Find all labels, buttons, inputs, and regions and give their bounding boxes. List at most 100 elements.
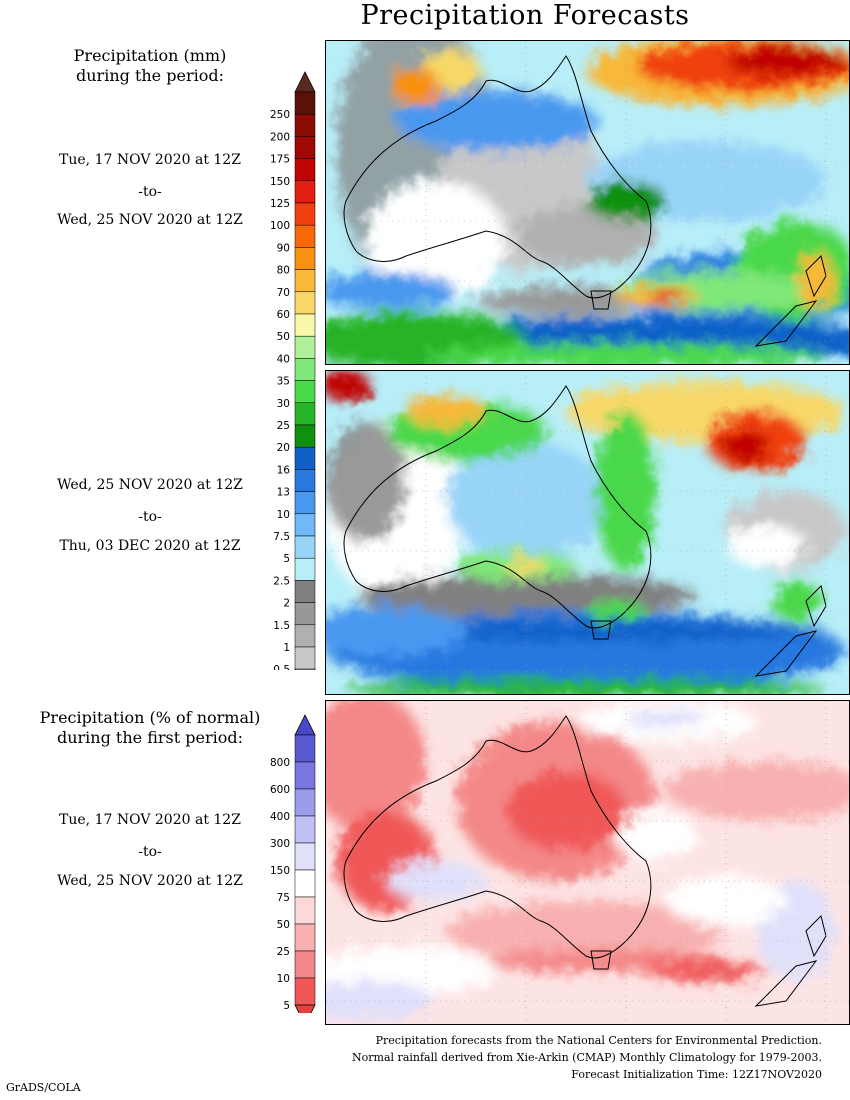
panel2-end-date: Thu, 03 DEC 2020 at 12Z <box>59 538 241 554</box>
legend-color-cell <box>294 91 316 115</box>
panel3-to: -to- <box>138 844 162 860</box>
legend-color-cell <box>294 358 316 381</box>
legend-tick-label: 800 <box>270 757 290 769</box>
legend-tick-label: 400 <box>270 811 290 823</box>
legend-tick-label: 70 <box>277 287 290 299</box>
legend-color-cell <box>294 950 316 979</box>
legend-tick-label: 2.5 <box>273 575 290 587</box>
legend-bottom-arrow <box>294 668 316 670</box>
footer-normal-line: Normal rainfall derived from Xie-Arkin (… <box>352 1051 822 1064</box>
legend-tick-label: 30 <box>277 398 290 410</box>
legend-top-arrow <box>294 71 316 93</box>
legend-tick-label: 40 <box>277 353 290 365</box>
legend-color-cell <box>294 136 316 159</box>
forecast-map-week2 <box>325 370 850 695</box>
legend-tick-label: 20 <box>277 442 290 454</box>
legend-color-cell <box>294 624 316 648</box>
legend-tick-label: 150 <box>270 176 290 188</box>
legend-color-cell <box>294 469 316 492</box>
precipitation-percent-legend: 800 600 400 300 150 75 50 25 10 5 <box>270 714 316 1013</box>
legend-color-cell <box>294 380 316 404</box>
legend-tick-label: 250 <box>270 109 290 121</box>
legend-color-cell <box>294 580 316 603</box>
panel1-to: -to- <box>138 184 162 200</box>
legend-color-cell <box>294 402 316 426</box>
legend-tick-label: 35 <box>277 376 290 388</box>
precipitation-mm-legend: 2502001751501251009080706050403530252016… <box>270 71 316 670</box>
forecast-map-week1 <box>325 40 850 365</box>
legend-tick-label: 100 <box>270 220 290 232</box>
legend-color-cell <box>294 869 316 898</box>
legend-color-cell <box>294 269 316 293</box>
panel3-end-date: Wed, 25 NOV 2020 at 12Z <box>57 873 243 889</box>
legend-tick-label: 5 <box>283 553 290 565</box>
legend-color-cell <box>294 491 316 515</box>
legend-tick-label: 200 <box>270 131 290 143</box>
legend-tick-label: 25 <box>277 420 290 432</box>
panel1-heading-line1: Precipitation (mm) <box>73 46 227 65</box>
legend-color-cell <box>294 424 316 448</box>
legend-tick-label: 1 <box>283 642 290 654</box>
legend-color-cell <box>294 291 316 315</box>
panel1-end-date: Wed, 25 NOV 2020 at 12Z <box>57 212 243 228</box>
legend-color-cell <box>294 734 316 763</box>
legend-color-cell <box>294 602 316 626</box>
page-title: Precipitation Forecasts <box>360 0 690 31</box>
legend-color-cell <box>294 180 316 204</box>
legend-color-cell <box>294 313 316 337</box>
legend-tick-label: 7.5 <box>273 531 290 543</box>
panel3-start-date: Tue, 17 NOV 2020 at 12Z <box>59 812 241 828</box>
legend-color-cell <box>294 535 316 559</box>
legend-tick-label: 50 <box>277 919 290 931</box>
panel3-heading: Precipitation (% of normal) during the f… <box>20 708 280 748</box>
legend-tick-label: 25 <box>277 946 290 958</box>
percent-of-normal-map <box>325 700 850 1025</box>
legend-tick-label: 150 <box>270 865 290 877</box>
legend-tick-label: 13 <box>277 487 290 499</box>
legend-tick-label: 0.5 <box>273 664 290 670</box>
panel3-heading-line2: during the first period: <box>56 728 244 747</box>
legend-tick-label: 175 <box>270 154 290 166</box>
legend-tick-label: 60 <box>277 309 290 321</box>
legend-tick-label: 1.5 <box>273 620 290 632</box>
legend-color-cell <box>294 224 316 248</box>
legend-tick-label: 2 <box>283 598 290 610</box>
legend-color-cell <box>294 202 316 226</box>
panel1-start-date: Tue, 17 NOV 2020 at 12Z <box>59 152 241 168</box>
legend-color-cell <box>294 446 316 470</box>
legend-tick-label: 300 <box>270 838 290 850</box>
legend-tick-label: 5 <box>283 1000 290 1012</box>
legend-color-cell <box>294 557 316 581</box>
legend-color-cell <box>294 788 316 817</box>
legend-color-cell <box>294 335 316 359</box>
legend-color-cell <box>294 977 316 1006</box>
legend-color-cell <box>294 761 316 790</box>
legend-tick-label: 75 <box>277 892 290 904</box>
panel1-heading: Precipitation (mm) during the period: <box>20 46 280 86</box>
footer-source-line: Precipitation forecasts from the Nationa… <box>375 1034 822 1047</box>
legend-tick-label: 10 <box>277 973 290 985</box>
legend-tick-label: 600 <box>270 784 290 796</box>
panel3-heading-line1: Precipitation (% of normal) <box>39 708 261 727</box>
legend-color-cell <box>294 247 316 270</box>
legend-color-cell <box>294 842 316 871</box>
legend-color-cell <box>294 158 316 182</box>
panel2-to: -to- <box>138 509 162 525</box>
legend-color-cell <box>294 923 316 952</box>
panel1-heading-line2: during the period: <box>76 66 224 85</box>
footer-init-time: Forecast Initialization Time: 12Z17NOV20… <box>571 1068 822 1081</box>
legend-bottom-arrow <box>294 1004 316 1013</box>
legend-tick-label: 80 <box>277 265 290 277</box>
legend-color-cell <box>294 113 316 137</box>
grads-credit: GrADS/COLA <box>6 1081 81 1094</box>
legend-color-cell <box>294 513 316 537</box>
legend-color-cell <box>294 896 316 925</box>
legend-tick-label: 10 <box>277 509 290 521</box>
legend-tick-label: 16 <box>277 464 291 476</box>
legend-tick-label: 90 <box>277 242 290 254</box>
legend-tick-label: 50 <box>277 331 290 343</box>
legend-color-cell <box>294 815 316 844</box>
panel2-start-date: Wed, 25 NOV 2020 at 12Z <box>57 477 243 493</box>
legend-top-arrow <box>294 714 316 736</box>
legend-tick-label: 125 <box>270 198 290 210</box>
